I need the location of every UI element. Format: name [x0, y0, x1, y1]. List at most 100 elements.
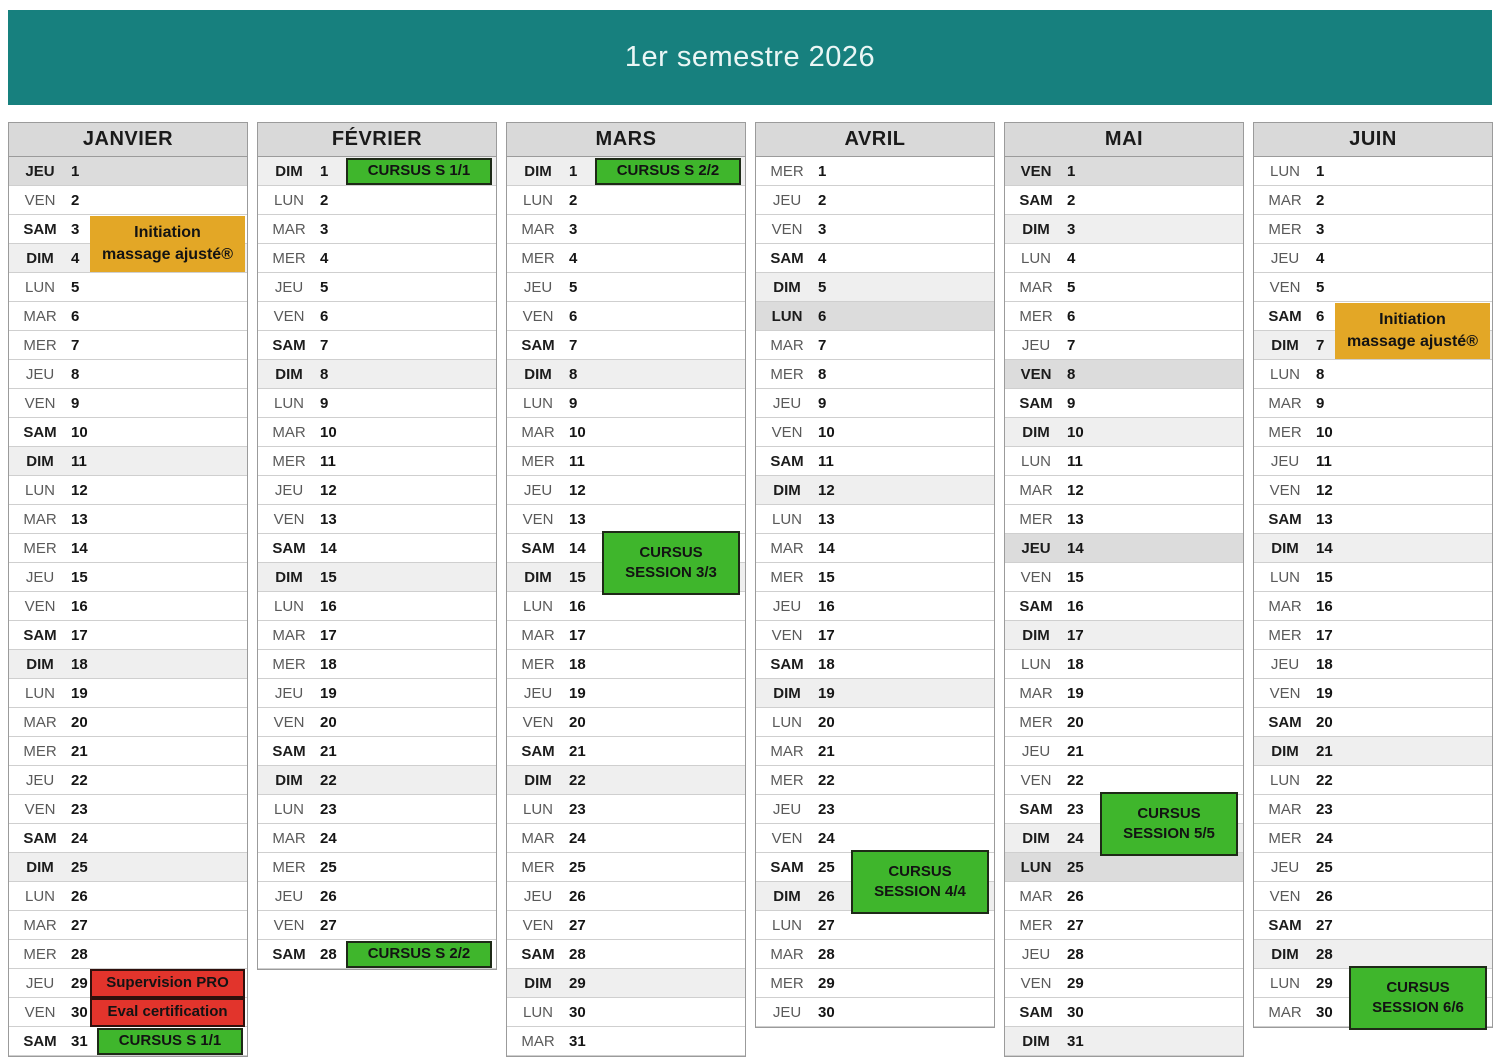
day-row: DIM 14 — [1254, 534, 1492, 563]
day-number: 7 — [320, 336, 329, 354]
day-row: SAM 4 — [756, 244, 994, 273]
weekday-label: LUN — [1020, 249, 1051, 267]
day-row: JEU 22 — [9, 766, 247, 795]
event-badge: Initiation massage ajusté® — [90, 216, 245, 272]
day-row: DIM 22 — [258, 766, 496, 795]
day-number: 26 — [1316, 887, 1333, 905]
event-badge: CURSUS S 2/2 — [595, 158, 741, 185]
day-number: 18 — [320, 655, 337, 673]
day-number: 28 — [1067, 945, 1084, 963]
day-row: SAM 2 — [1005, 186, 1243, 215]
day-number: 23 — [1067, 800, 1084, 818]
weekday-label: JEU — [772, 800, 802, 818]
event-label-line: CURSUS — [1137, 804, 1201, 822]
weekday-label: SAM — [272, 336, 306, 354]
day-number: 8 — [320, 365, 329, 383]
day-row: JEU 2 — [756, 186, 994, 215]
day-number: 21 — [71, 742, 88, 760]
day-number: 12 — [1067, 481, 1084, 499]
day-row: MER 6 — [1005, 302, 1243, 331]
weekday-label: DIM — [1271, 742, 1299, 760]
weekday-label: JEU — [1021, 945, 1051, 963]
day-number: 17 — [1316, 626, 1333, 644]
day-row: DIM 25 — [9, 853, 247, 882]
day-row: DIM 12 — [756, 476, 994, 505]
day-row: JEU 23 — [756, 795, 994, 824]
weekday-label: MER — [770, 162, 804, 180]
day-number: 14 — [818, 539, 835, 557]
day-number: 4 — [1316, 249, 1325, 267]
day-row: MAR 21 — [756, 737, 994, 766]
day-number: 6 — [320, 307, 329, 325]
day-number: 28 — [1316, 945, 1333, 963]
day-number: 9 — [818, 394, 827, 412]
weekday-label: DIM — [275, 365, 303, 383]
day-row: SAM 13 — [1254, 505, 1492, 534]
day-row: VEN 5 — [1254, 273, 1492, 302]
day-number: 15 — [320, 568, 337, 586]
day-row: MER 11 — [258, 447, 496, 476]
day-number: 3 — [818, 220, 827, 238]
day-number: 16 — [818, 597, 835, 615]
day-row: MAR 19 — [1005, 679, 1243, 708]
event-label-line: CURSUS — [1386, 978, 1450, 996]
day-row: JEU 5 — [507, 273, 745, 302]
day-row: SAM 11 — [756, 447, 994, 476]
day-number: 30 — [569, 1003, 586, 1021]
weekday-label: DIM — [275, 162, 303, 180]
day-number: 18 — [1067, 655, 1084, 673]
weekday-label: LUN — [1020, 655, 1051, 673]
day-number: 24 — [320, 829, 337, 847]
day-number: 29 — [71, 974, 88, 992]
day-row: VEN 26 — [1254, 882, 1492, 911]
weekday-label: VEN — [24, 800, 56, 818]
day-row: DIM 15 — [258, 563, 496, 592]
weekday-label: MER — [1019, 307, 1053, 325]
weekday-label: MAR — [272, 829, 306, 847]
day-row: VEN 9 — [9, 389, 247, 418]
day-row: SAM 28 — [507, 940, 745, 969]
day-row: MER 22 — [756, 766, 994, 795]
day-row: MAR 10 — [258, 418, 496, 447]
weekday-label: LUN — [771, 510, 802, 528]
weekday-label: JEU — [523, 278, 553, 296]
day-row: MER 11 — [507, 447, 745, 476]
day-row: LUN 20 — [756, 708, 994, 737]
weekday-label: MAR — [770, 539, 804, 557]
day-number: 20 — [1316, 713, 1333, 731]
day-number: 12 — [320, 481, 337, 499]
weekday-label: VEN — [1269, 278, 1301, 296]
weekday-label: SAM — [1019, 394, 1053, 412]
day-number: 4 — [818, 249, 827, 267]
day-row: JEU 19 — [507, 679, 745, 708]
weekday-label: DIM — [1271, 336, 1299, 354]
weekday-label: LUN — [1269, 568, 1300, 586]
weekday-label: LUN — [1269, 771, 1300, 789]
weekday-label: DIM — [275, 568, 303, 586]
day-row: MAR 6 — [9, 302, 247, 331]
day-number: 9 — [71, 394, 80, 412]
weekday-label: MER — [272, 249, 306, 267]
day-number: 6 — [1316, 307, 1325, 325]
day-row: SAM 20 — [1254, 708, 1492, 737]
day-number: 5 — [1316, 278, 1325, 296]
day-row: SAM 17 — [9, 621, 247, 650]
weekday-label: MER — [272, 655, 306, 673]
day-row: LUN 23 — [507, 795, 745, 824]
day-row: VEN 10 — [756, 418, 994, 447]
weekday-label: LUN — [522, 800, 553, 818]
day-row: LUN 16 — [258, 592, 496, 621]
day-row: MAR 28 — [756, 940, 994, 969]
weekday-label: SAM — [23, 1032, 57, 1050]
day-row: JEU 25 — [1254, 853, 1492, 882]
event-label-line: SESSION 3/3 — [625, 564, 717, 581]
day-number: 7 — [1316, 336, 1325, 354]
day-number: 8 — [818, 365, 827, 383]
day-row: MER 24 — [1254, 824, 1492, 853]
day-row: VEN 17 — [756, 621, 994, 650]
weekday-label: VEN — [522, 307, 554, 325]
weekday-label: MAR — [770, 945, 804, 963]
day-number: 2 — [569, 191, 578, 209]
weekday-label: JEU — [1021, 336, 1051, 354]
weekday-label: MAR — [1268, 1003, 1302, 1021]
